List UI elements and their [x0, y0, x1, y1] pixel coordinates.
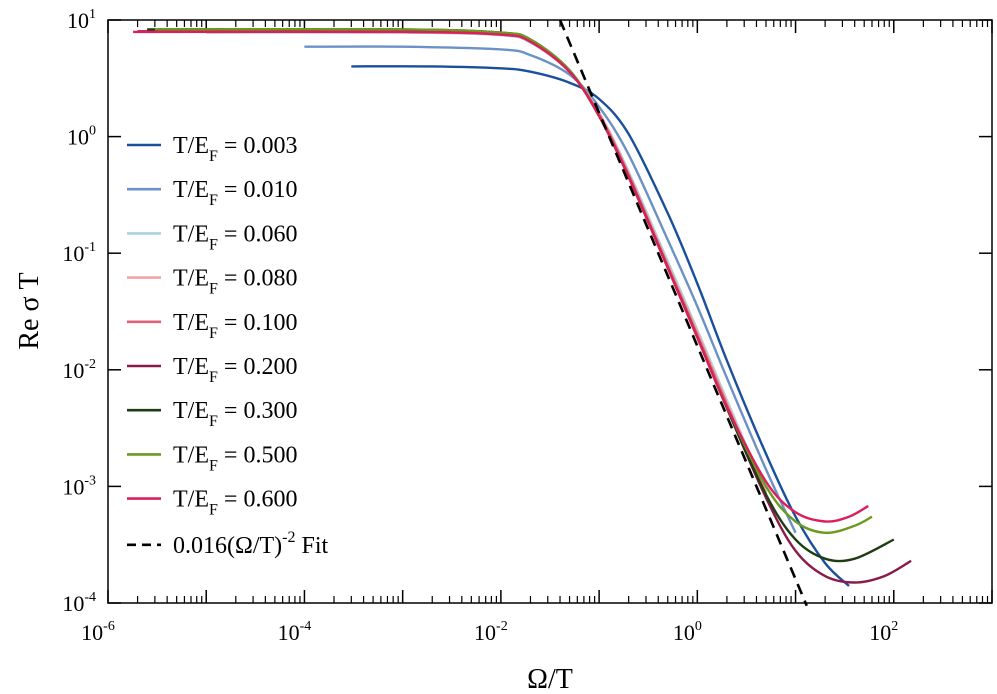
- plot-frame: [107, 19, 993, 604]
- legend-item: T/EF = 0.100: [127, 310, 297, 342]
- legend-item: T/EF = 0.200: [127, 354, 297, 386]
- y-tick-label: 101: [67, 7, 96, 33]
- legend-label: T/EF = 0.300: [173, 398, 297, 430]
- legend-label: T/EF = 0.010: [173, 177, 297, 209]
- legend: T/EF = 0.003 T/EF = 0.010 T/EF = 0.060 T/EF…: [127, 133, 329, 559]
- x-tick-label: 10-4: [278, 619, 312, 645]
- series-line-2: [304, 45, 797, 534]
- x-axis-title: Ω/T: [527, 664, 573, 694]
- legend-item: T/EF = 0.003: [127, 133, 297, 165]
- minor-ticks: [136, 20, 989, 603]
- fit-line-group: [558, 19, 808, 607]
- y-tick-label: 10-2: [62, 357, 96, 383]
- y-axis-title: Re σ T: [14, 272, 45, 349]
- legend-label: T/EF = 0.080: [173, 266, 297, 298]
- legend-item: T/EF = 0.080: [127, 266, 297, 298]
- y-tick-label: 100: [67, 124, 96, 150]
- series-line-9: [133, 30, 869, 523]
- tick-labels: 10-6 10-4 10-2 100 102 101 100 10-1 10-2 10-3 10-4: [62, 7, 898, 645]
- legend-label: T/EF = 0.200: [173, 354, 297, 386]
- series-line-5: [206, 30, 768, 496]
- fit-line: [558, 19, 808, 607]
- legend-label: T/EF = 0.003: [173, 133, 297, 165]
- legend-item: T/EF = 0.600: [127, 487, 297, 519]
- y-tick-label: 10-3: [62, 473, 96, 499]
- legend-label: T/EF = 0.600: [173, 487, 297, 519]
- legend-label: T/EF = 0.500: [173, 442, 297, 474]
- x-tick-label: 10-2: [474, 619, 508, 645]
- legend-item: T/EF = 0.300: [127, 398, 297, 430]
- major-ticks: [107, 19, 993, 604]
- x-tick-label: 102: [869, 619, 898, 645]
- series-line-1: [351, 65, 850, 587]
- legend-item: T/EF = 0.500: [127, 442, 297, 474]
- series-lines: [133, 27, 912, 587]
- legend-label-fit: 0.016(Ω/T)-2 Fit: [173, 529, 329, 559]
- x-tick-label: 10-6: [81, 619, 115, 645]
- x-tick-label: 100: [673, 619, 702, 645]
- y-tick-label: 10-4: [62, 590, 96, 616]
- legend-item-fit: 0.016(Ω/T)-2 Fit: [127, 529, 329, 559]
- legend-label: T/EF = 0.100: [173, 310, 297, 342]
- legend-item: T/EF = 0.060: [127, 221, 297, 253]
- y-tick-label: 10-1: [62, 240, 96, 266]
- series-line-7: [147, 27, 895, 563]
- legend-label: T/EF = 0.060: [173, 221, 297, 253]
- legend-item: T/EF = 0.010: [127, 177, 297, 209]
